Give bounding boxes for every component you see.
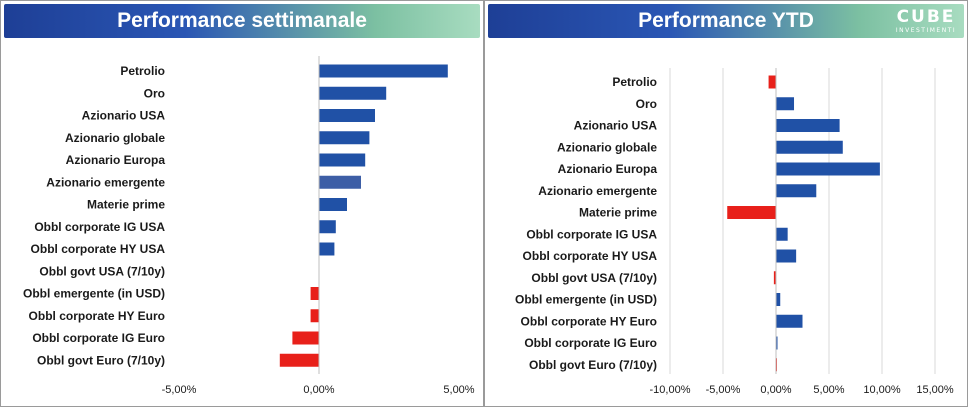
- bar: [727, 206, 776, 219]
- bar: [776, 184, 817, 198]
- bar: [776, 293, 781, 306]
- ytd-bar-chart: Petrolio Oro Azionario USA Azionario global…: [515, 68, 954, 396]
- tick-label: 10,00%: [863, 384, 901, 396]
- category-label: Azionario globale: [65, 131, 165, 145]
- bar: [292, 331, 319, 345]
- category-label: Obbl corporate HY Euro: [521, 314, 657, 328]
- category-label: Materie prime: [87, 198, 165, 212]
- tick-label: 5,00%: [443, 384, 474, 396]
- category-label: Materie prime: [579, 206, 657, 220]
- logo-main-text: CUBE: [896, 7, 956, 27]
- bar: [768, 75, 776, 89]
- bar: [319, 109, 375, 122]
- category-label: Azionario Europa: [66, 153, 166, 167]
- tick-label: 15,00%: [916, 384, 954, 396]
- logo-sub-text: INVESTIMENTI: [895, 27, 957, 34]
- ytd-title: Performance YTD: [638, 9, 814, 32]
- category-label: Oro: [144, 86, 165, 100]
- category-label: Oro: [636, 97, 657, 111]
- category-label: Obbl emergente (in USD): [23, 287, 165, 301]
- category-label: Azionario emergente: [538, 184, 657, 198]
- bar: [319, 86, 387, 100]
- category-label: Obbl corporate IG USA: [526, 227, 657, 241]
- category-label: Azionario USA: [82, 109, 166, 123]
- ytd-header: Performance YTD CUBE INVESTIMENTI: [488, 4, 964, 38]
- category-label: Obbl govt Euro (7/10y): [37, 353, 165, 367]
- category-label: Obbl corporate HY USA: [31, 242, 166, 256]
- bar: [319, 153, 366, 167]
- tick-label: 5,00%: [813, 384, 844, 396]
- bar: [319, 242, 335, 256]
- tick-label: 0,00%: [303, 384, 334, 396]
- category-label: Petrolio: [612, 75, 657, 89]
- cube-logo: CUBE INVESTIMENTI: [894, 8, 958, 36]
- weekly-bar-chart: Petrolio Oro Azionario USA Azionario global…: [23, 56, 475, 396]
- category-label: Azionario USA: [574, 119, 658, 133]
- weekly-header: Performance settimanale: [4, 4, 480, 38]
- bar: [776, 227, 788, 241]
- ytd-performance-panel: Performance YTD CUBE INVESTIMENTI Petrol…: [484, 0, 968, 407]
- bar: [773, 271, 776, 285]
- category-label: Obbl corporate IG Euro: [524, 336, 657, 350]
- category-label: Obbl govt Euro (7/10y): [529, 358, 657, 372]
- bar: [310, 287, 319, 300]
- tick-label: -10,00%: [650, 384, 691, 396]
- bar: [319, 64, 448, 78]
- tick-label: 0,00%: [760, 384, 791, 396]
- tick-label: -5,00%: [162, 384, 197, 396]
- bar: [319, 220, 336, 234]
- bar: [776, 249, 797, 263]
- bar: [776, 162, 880, 176]
- category-label: Obbl corporate HY USA: [523, 249, 658, 263]
- category-label: Obbl emergente (in USD): [515, 293, 657, 307]
- bar: [319, 131, 370, 145]
- bar: [776, 140, 843, 154]
- category-label: Azionario Europa: [558, 162, 658, 176]
- tick-label: -5,00%: [706, 384, 741, 396]
- category-label: Obbl corporate HY Euro: [29, 309, 165, 323]
- category-label: Obbl govt USA (7/10y): [39, 264, 165, 278]
- bar: [319, 198, 347, 211]
- weekly-title: Performance settimanale: [117, 9, 367, 32]
- category-label: Azionario globale: [557, 140, 657, 154]
- category-label: Obbl corporate IG Euro: [32, 331, 165, 345]
- bar: [776, 119, 840, 132]
- bar: [776, 336, 778, 350]
- category-label: Obbl corporate IG USA: [34, 220, 165, 234]
- bar: [310, 309, 319, 323]
- bar: [776, 97, 795, 111]
- bar: [776, 314, 803, 328]
- bar: [319, 175, 361, 189]
- category-label: Obbl govt USA (7/10y): [531, 271, 657, 285]
- bar: [279, 353, 319, 367]
- category-label: Petrolio: [120, 64, 165, 78]
- weekly-performance-panel: Performance settimanale Petrolio Oro Azion…: [0, 0, 484, 407]
- category-label: Azionario emergente: [46, 175, 165, 189]
